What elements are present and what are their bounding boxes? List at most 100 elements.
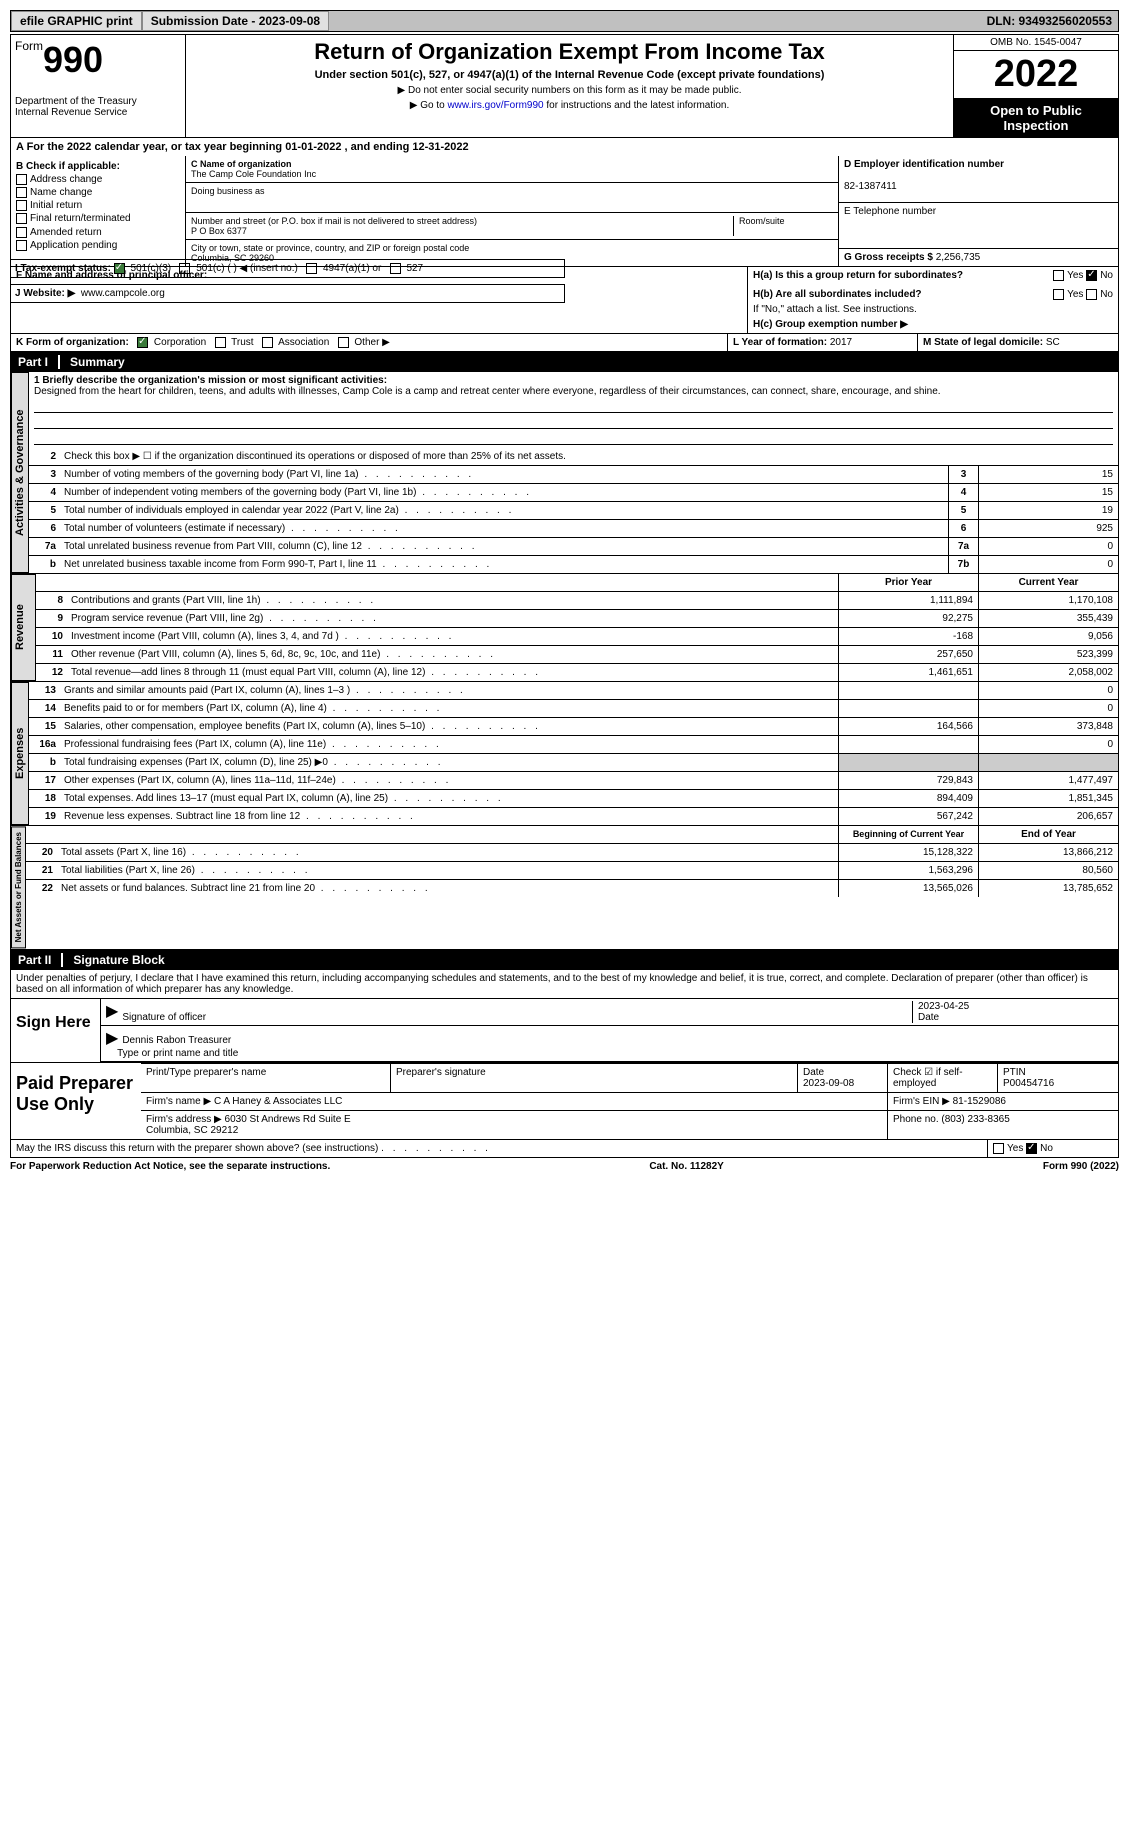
ssn-note: ▶ Do not enter social security numbers o… [190, 85, 949, 96]
firm-phone: (803) 233-8365 [941, 1114, 1009, 1125]
sign-here-label: Sign Here [11, 999, 101, 1062]
table-row: bNet unrelated business taxable income f… [29, 556, 1118, 573]
ein-label: D Employer identification number [844, 159, 1004, 170]
cb-501c3[interactable] [114, 263, 125, 274]
table-row: 12Total revenue—add lines 8 through 11 (… [36, 664, 1118, 681]
dln: DLN: 93493256020553 [981, 12, 1118, 30]
line2: Check this box ▶ ☐ if the organization d… [59, 448, 1118, 465]
cb-ha-no[interactable] [1086, 270, 1097, 281]
mission-text: Designed from the heart for children, te… [34, 386, 941, 397]
open-inspection: Open to Public Inspection [954, 99, 1118, 137]
table-row: 15Salaries, other compensation, employee… [29, 718, 1118, 736]
form-number: 990 [43, 39, 103, 80]
form-word: Form [15, 39, 43, 53]
gross-value: 2,256,735 [936, 252, 981, 263]
line-a: A For the 2022 calendar year, or tax yea… [10, 138, 1119, 156]
state-domicile: SC [1046, 337, 1060, 348]
section-text: Under section 501(c), 527, or 4947(a)(1)… [190, 69, 949, 81]
table-row: 16aProfessional fundraising fees (Part I… [29, 736, 1118, 754]
omb-number: OMB No. 1545-0047 [954, 35, 1118, 51]
cb-discuss-yes[interactable] [993, 1143, 1004, 1154]
form-org-label: K Form of organization: [16, 337, 129, 348]
irs-link[interactable]: www.irs.gov/Form990 [447, 100, 543, 111]
table-row: 8Contributions and grants (Part VIII, li… [36, 592, 1118, 610]
discuss-text: May the IRS discuss this return with the… [16, 1143, 378, 1154]
tax-status-label: I Tax-exempt status: [15, 263, 111, 274]
firm-ein: 81-1529086 [953, 1096, 1006, 1107]
label-expenses: Expenses [11, 682, 29, 825]
table-row: 11Other revenue (Part VIII, column (A), … [36, 646, 1118, 664]
officer-name: Dennis Rabon Treasurer [122, 1035, 231, 1046]
dept-treasury: Department of the Treasury Internal Reve… [15, 96, 181, 118]
part1-header: Part ISummary [10, 352, 1119, 372]
cb-name[interactable] [16, 187, 27, 198]
footer-left: For Paperwork Reduction Act Notice, see … [10, 1161, 330, 1172]
ha-label: H(a) Is this a group return for subordin… [753, 270, 963, 281]
table-row: 21Total liabilities (Part X, line 26)1,5… [26, 862, 1118, 880]
table-row: 3Number of voting members of the governi… [29, 466, 1118, 484]
block-b-label: B Check if applicable: [16, 161, 180, 172]
table-row: 7aTotal unrelated business revenue from … [29, 538, 1118, 556]
form-title: Return of Organization Exempt From Incom… [190, 39, 949, 65]
name-label: C Name of organization [191, 159, 292, 169]
table-row: bTotal fundraising expenses (Part IX, co… [29, 754, 1118, 772]
cb-hb-no[interactable] [1086, 289, 1097, 300]
label-net: Net Assets or Fund Balances [11, 826, 26, 948]
cb-amended[interactable] [16, 227, 27, 238]
block-bcd: B Check if applicable: Address change Na… [10, 156, 1119, 267]
cb-corp[interactable] [137, 337, 148, 348]
cb-527[interactable] [390, 263, 401, 274]
room-label: Room/suite [733, 216, 833, 236]
org-address: P O Box 6377 [191, 226, 247, 236]
cb-501c[interactable] [179, 263, 190, 274]
efile-print-btn[interactable]: efile GRAPHIC print [11, 11, 142, 31]
cb-4947[interactable] [306, 263, 317, 274]
cb-trust[interactable] [215, 337, 226, 348]
label-revenue: Revenue [11, 574, 36, 681]
cb-pending[interactable] [16, 240, 27, 251]
table-row: 6Total number of volunteers (estimate if… [29, 520, 1118, 538]
table-row: 9Program service revenue (Part VIII, lin… [36, 610, 1118, 628]
table-row: 4Number of independent voting members of… [29, 484, 1118, 502]
cb-ha-yes[interactable] [1053, 270, 1064, 281]
label-governance: Activities & Governance [11, 372, 29, 573]
cb-discuss-no[interactable] [1026, 1143, 1037, 1154]
topbar: efile GRAPHIC print Submission Date - 20… [10, 10, 1119, 32]
footer-right: Form 990 (2022) [1043, 1161, 1119, 1172]
tax-year: 2022 [954, 51, 1118, 99]
prep-date: 2023-09-08 [803, 1078, 854, 1089]
cb-assoc[interactable] [262, 337, 273, 348]
sig-date: 2023-04-25 [918, 1001, 969, 1012]
table-row: 19Revenue less expenses. Subtract line 1… [29, 808, 1118, 825]
mission-label: 1 Briefly describe the organization's mi… [34, 375, 387, 386]
form-header: Form990 Department of the Treasury Inter… [10, 34, 1119, 138]
hb-label: H(b) Are all subordinates included? [753, 289, 922, 300]
table-row: 13Grants and similar amounts paid (Part … [29, 682, 1118, 700]
ptin: P00454716 [1003, 1078, 1054, 1089]
table-row: 20Total assets (Part X, line 16)15,128,3… [26, 844, 1118, 862]
table-row: 10Investment income (Part VIII, column (… [36, 628, 1118, 646]
gross-label: G Gross receipts $ [844, 252, 933, 263]
paid-prep-label: Paid Preparer Use Only [11, 1063, 141, 1139]
cb-final[interactable] [16, 213, 27, 224]
cb-address[interactable] [16, 174, 27, 185]
cb-other[interactable] [338, 337, 349, 348]
table-row: 5Total number of individuals employed in… [29, 502, 1118, 520]
hc-label: H(c) Group exemption number ▶ [753, 319, 1113, 330]
submission-date: Submission Date - 2023-09-08 [142, 11, 329, 31]
penalty-text: Under penalties of perjury, I declare th… [10, 970, 1119, 999]
firm-name: C A Haney & Associates LLC [214, 1096, 342, 1107]
footer-mid: Cat. No. 11282Y [649, 1161, 723, 1172]
org-name: The Camp Cole Foundation Inc [191, 169, 316, 179]
tel-label: E Telephone number [844, 206, 936, 217]
website-value: www.campcole.org [81, 288, 165, 299]
year-formation: 2017 [830, 337, 852, 348]
table-row: 17Other expenses (Part IX, column (A), l… [29, 772, 1118, 790]
ein-value: 82-1387411 [844, 181, 897, 192]
table-row: 22Net assets or fund balances. Subtract … [26, 880, 1118, 897]
cb-initial[interactable] [16, 200, 27, 211]
website-label: J Website: ▶ [15, 288, 75, 299]
cb-hb-yes[interactable] [1053, 289, 1064, 300]
hb-note: If "No," attach a list. See instructions… [753, 304, 1113, 315]
table-row: 18Total expenses. Add lines 13–17 (must … [29, 790, 1118, 808]
